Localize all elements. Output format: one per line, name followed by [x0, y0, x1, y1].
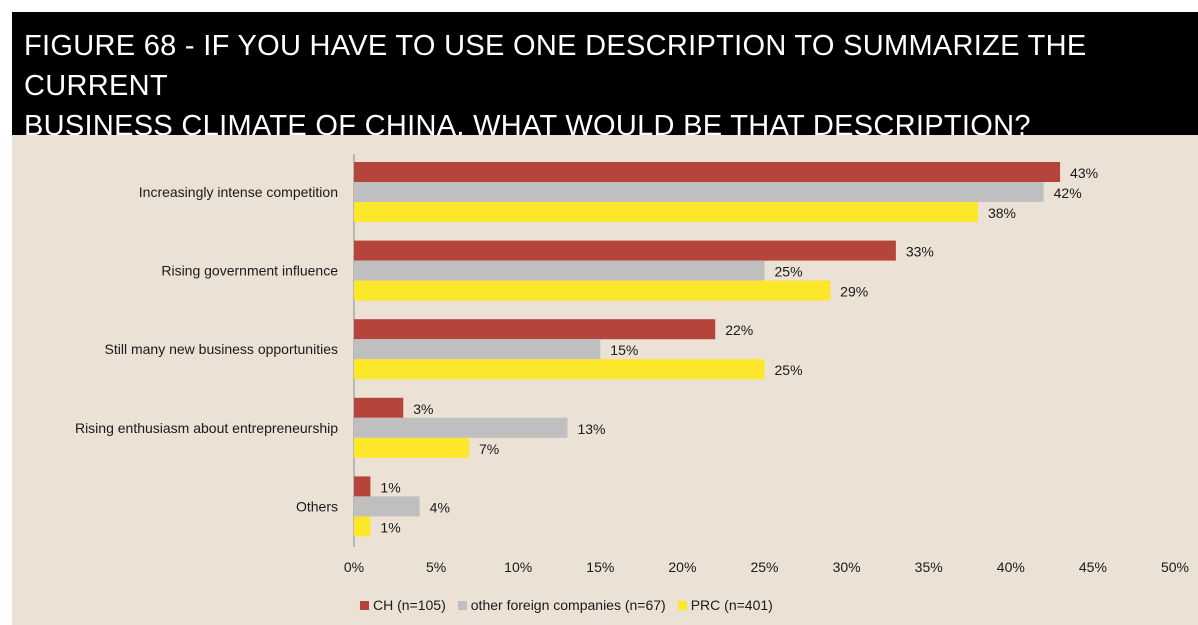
x-tick-label: 35% — [915, 559, 943, 575]
bar — [354, 182, 1044, 202]
bar — [354, 319, 716, 340]
data-label: 29% — [840, 284, 868, 300]
bar — [354, 397, 404, 418]
bar — [354, 202, 978, 222]
bar — [354, 280, 831, 301]
x-tick-label: 10% — [504, 559, 532, 575]
bar — [354, 339, 601, 360]
bar — [354, 476, 371, 497]
legend: CH (n=105) other foreign companies (n=67… — [360, 595, 773, 615]
x-tick-label: 15% — [586, 559, 614, 575]
legend-item-ch: CH (n=105) — [360, 597, 446, 613]
legend-item-prc: PRC (n=401) — [677, 597, 773, 613]
data-label: 38% — [988, 205, 1016, 221]
legend-swatch-ch — [360, 600, 369, 610]
data-label: 3% — [413, 401, 433, 417]
data-label: 43% — [1070, 165, 1098, 181]
legend-item-foreign: other foreign companies (n=67) — [457, 597, 666, 613]
data-label: 4% — [430, 499, 450, 515]
data-label: 7% — [479, 441, 499, 457]
x-tick-label: 50% — [1161, 559, 1189, 575]
bar — [354, 240, 896, 261]
data-label: 25% — [775, 362, 803, 378]
category-label: Rising enthusiasm about entrepreneurship — [75, 420, 338, 436]
legend-swatch-prc — [677, 600, 687, 610]
x-tick-label: 30% — [833, 559, 861, 575]
category-label: Others — [296, 498, 338, 514]
category-label: Increasingly intense competition — [139, 184, 338, 200]
title-banner — [12, 12, 1198, 135]
x-tick-label: 0% — [344, 559, 364, 575]
x-tick-label: 5% — [426, 559, 446, 575]
data-label: 13% — [577, 421, 605, 437]
legend-label-ch: CH (n=105) — [373, 597, 446, 613]
category-label: Still many new business opportunities — [105, 341, 338, 357]
data-label: 1% — [380, 519, 400, 535]
legend-label-foreign: other foreign companies (n=67) — [470, 597, 666, 613]
data-label: 1% — [380, 479, 400, 495]
x-tick-label: 20% — [668, 559, 696, 575]
data-label: 25% — [775, 264, 803, 280]
bar — [354, 417, 568, 438]
x-tick-label: 25% — [750, 559, 778, 575]
data-label: 33% — [906, 244, 934, 260]
legend-label-prc: PRC (n=401) — [690, 597, 773, 613]
x-tick-label: 45% — [1079, 559, 1107, 575]
data-label: 42% — [1054, 185, 1082, 201]
category-label: Rising government influence — [161, 263, 338, 279]
data-label: 15% — [610, 342, 638, 358]
data-label: 22% — [725, 322, 753, 338]
bar — [354, 437, 469, 458]
bar — [354, 496, 420, 517]
bar — [354, 260, 765, 281]
bar — [354, 516, 371, 537]
legend-swatch-foreign — [457, 600, 467, 610]
bar — [354, 162, 1061, 182]
bar — [354, 359, 765, 380]
x-tick-label: 40% — [997, 559, 1025, 575]
